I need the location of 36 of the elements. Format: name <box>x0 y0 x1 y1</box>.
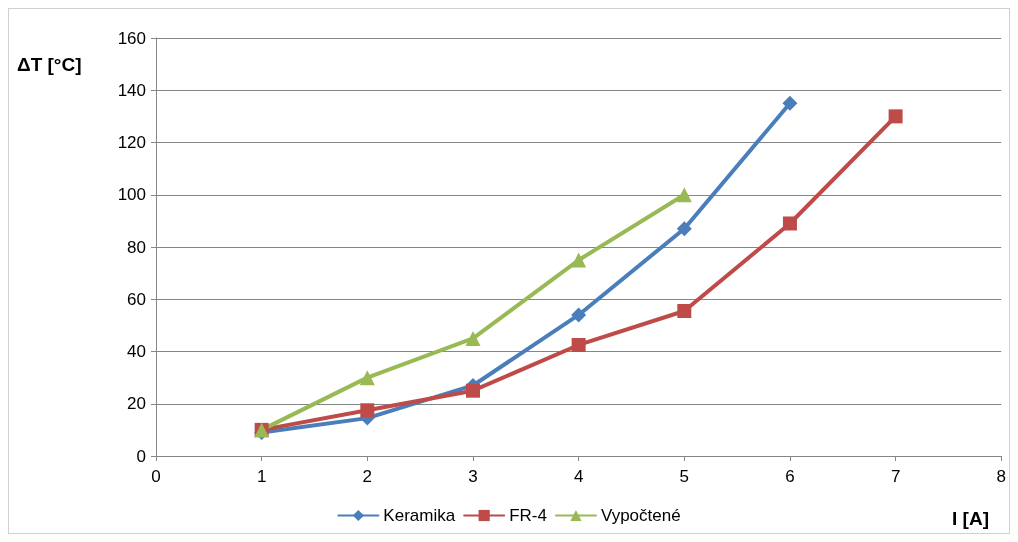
point <box>677 304 692 319</box>
point <box>360 403 375 418</box>
y-tick-label: 100 <box>117 185 146 205</box>
x-tick-label: 3 <box>468 467 478 486</box>
x-tick-label: 2 <box>362 467 373 486</box>
y-tick-label: 0 <box>136 446 146 466</box>
y-tick-label: 40 <box>127 342 146 361</box>
x-tick-label: 8 <box>996 467 1007 486</box>
x-tick-label: 7 <box>890 467 901 486</box>
point <box>571 252 587 268</box>
point <box>571 337 586 352</box>
legend-label: Keramika <box>383 506 456 525</box>
point <box>571 307 587 323</box>
point <box>782 95 798 111</box>
x-tick-label: 1 <box>256 467 267 486</box>
legend-label: Vypočtené <box>600 506 681 525</box>
x-tick-label: 5 <box>679 467 690 486</box>
y-tick-label: 60 <box>127 289 146 309</box>
point <box>359 370 375 386</box>
point <box>782 216 797 231</box>
point <box>676 221 692 237</box>
y-tick-label: 160 <box>117 28 146 48</box>
point <box>465 330 481 346</box>
x-tick-label: 6 <box>785 467 795 486</box>
legend-label: FR-4 <box>509 506 547 525</box>
point <box>676 187 692 203</box>
point <box>888 109 903 124</box>
y-tick-label: 80 <box>127 237 146 257</box>
y-tick-label: 140 <box>117 80 146 100</box>
y-tick-label: 20 <box>127 394 146 414</box>
point <box>465 383 480 398</box>
y-tick-label: 120 <box>117 133 146 152</box>
x-axis-title: I [A] <box>952 508 989 529</box>
x-tick-label: 0 <box>151 467 161 486</box>
x-tick-label: 4 <box>573 467 584 486</box>
y-axis-title: ΔT [°C] <box>17 54 82 75</box>
